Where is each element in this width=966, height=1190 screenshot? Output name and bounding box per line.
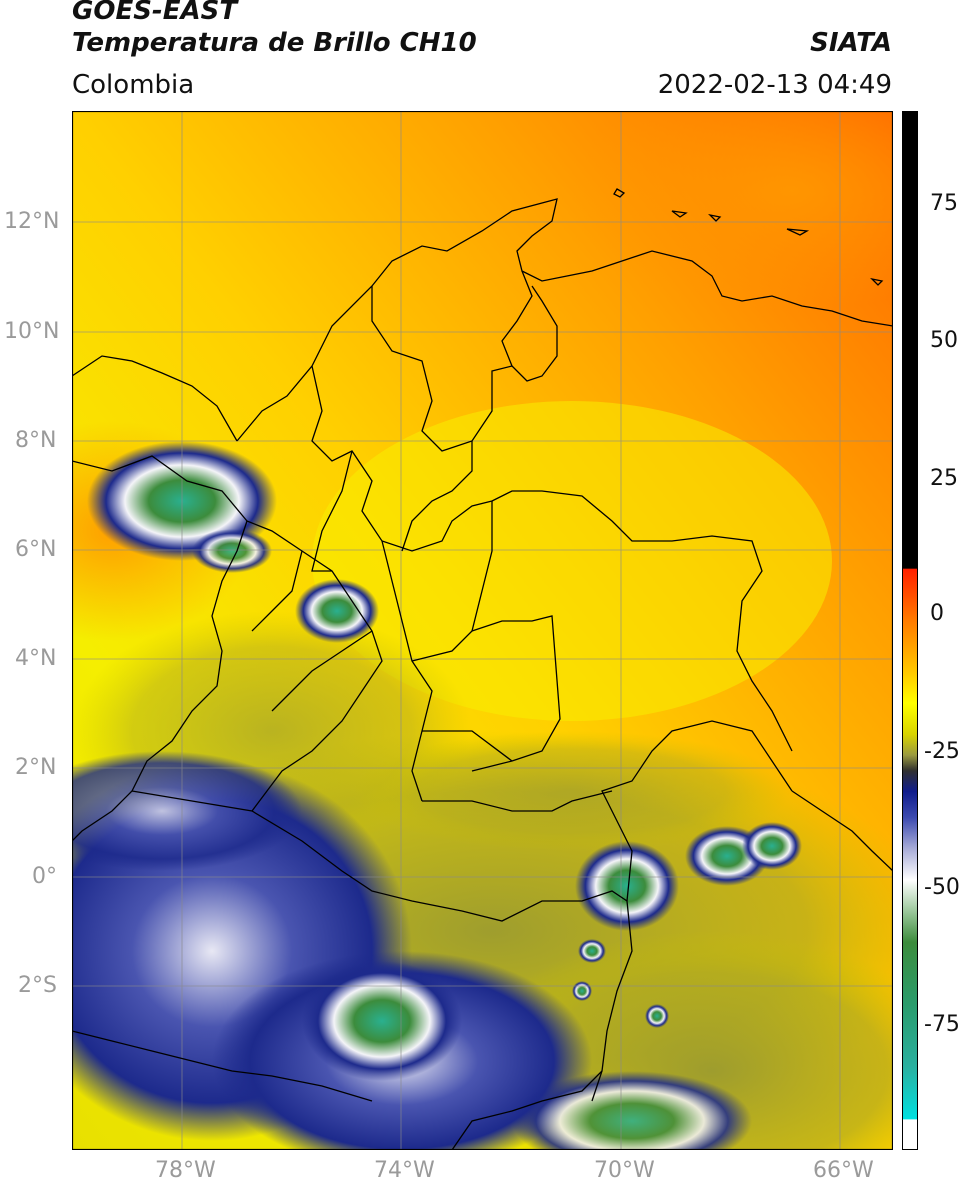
colorbar-frame xyxy=(902,111,918,1150)
lon-tick-label: 78°W xyxy=(155,1158,216,1183)
temperature-colorbar xyxy=(902,111,918,1150)
lat-tick-label: 0° xyxy=(32,864,57,889)
product-title: Temperatura de Brillo CH10 xyxy=(72,28,477,58)
colorbar-tick-label: -25 xyxy=(924,739,960,764)
lat-tick-label: 2°S xyxy=(18,973,57,998)
colorbar-tick-label: 75 xyxy=(930,191,958,216)
deep-convection-pacific xyxy=(72,751,302,871)
lat-tick-label: 4°N xyxy=(15,646,57,671)
storm-core-south xyxy=(302,961,462,1081)
colorbar-tick-label: 0 xyxy=(930,601,944,626)
colorbar-fill xyxy=(902,111,918,1150)
storm-core-uraba xyxy=(192,529,272,573)
colorbar-tick-label: -50 xyxy=(924,875,960,900)
datetime-label: 2022-02-13 04:49 xyxy=(657,70,892,100)
storm-cell-small-1 xyxy=(578,939,606,963)
colorbar-tick-label: 25 xyxy=(930,466,958,491)
storm-cell-small-2 xyxy=(645,1004,669,1028)
satellite-map xyxy=(72,111,893,1150)
storm-core-amazon xyxy=(575,841,679,931)
lon-tick-label: 66°W xyxy=(813,1158,874,1183)
storm-core-east-2 xyxy=(742,822,802,870)
lat-tick-label: 12°N xyxy=(4,209,60,234)
storm-core-southeast xyxy=(512,1071,752,1150)
lon-tick-label: 70°W xyxy=(594,1158,655,1183)
region-label: Colombia xyxy=(72,70,195,100)
lat-tick-label: 10°N xyxy=(4,319,60,344)
colorbar-tick-label: 50 xyxy=(930,328,958,353)
storm-cell-small-3 xyxy=(572,981,592,1001)
map-frame xyxy=(72,111,893,1150)
storm-core-antioquia xyxy=(295,579,379,643)
yellow-area-center xyxy=(312,401,832,721)
lat-tick-label: 8°N xyxy=(15,428,57,453)
lat-tick-label: 2°N xyxy=(15,755,57,780)
colorbar-tick-label: -75 xyxy=(924,1012,960,1037)
lat-tick-label: 6°N xyxy=(15,537,57,562)
olive-cloud-band xyxy=(352,731,792,851)
agency-label: SIATA xyxy=(810,28,892,58)
lon-tick-label: 74°W xyxy=(374,1158,435,1183)
warm-area-northeast xyxy=(572,111,893,311)
satellite-title: GOES-EAST xyxy=(72,0,238,26)
coastline-borders xyxy=(72,188,893,1150)
